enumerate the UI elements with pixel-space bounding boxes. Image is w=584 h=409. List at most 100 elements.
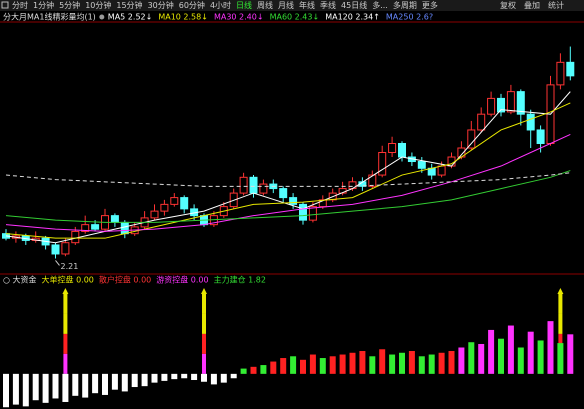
candle-body <box>71 230 80 244</box>
toolbar-button[interactable]: 叠加 <box>524 0 540 10</box>
candle-body <box>487 97 496 115</box>
toolbar-tab[interactable]: 15分钟 <box>116 0 142 10</box>
signal-segment <box>63 353 68 374</box>
toolbar-tab[interactable]: 多周期 <box>393 0 417 10</box>
indicator-bar <box>141 373 148 387</box>
indicator-bar <box>507 325 514 374</box>
indicator-bar <box>359 351 366 374</box>
indicator-bar <box>102 373 108 395</box>
indicator-bar <box>458 347 465 374</box>
indicator-bar <box>32 373 39 401</box>
candle-body <box>467 129 476 149</box>
candle-body <box>51 244 60 255</box>
chart-title: 分大月MA1线精彩量均(1) <box>3 12 96 22</box>
indicator-bar <box>418 356 425 374</box>
indicator-bar <box>498 338 504 374</box>
toolbar-icon <box>1 1 9 9</box>
indicator-label: 游资控盘 0.00 <box>156 275 208 285</box>
toolbar-button[interactable]: 复权 <box>500 0 516 10</box>
indicator-bar <box>12 373 19 405</box>
candle-body <box>61 242 70 255</box>
indicator-bar <box>478 343 485 374</box>
candle-body <box>160 203 169 212</box>
indicator-bar <box>428 354 435 374</box>
indicator-bar <box>171 373 178 380</box>
candle-body <box>91 224 100 230</box>
signal-segment <box>202 313 206 334</box>
toolbar-tab[interactable]: 更多 <box>422 0 438 10</box>
indicator-bar <box>121 373 128 392</box>
candle-body <box>110 215 119 223</box>
indicator-bar <box>468 342 475 374</box>
candle-body <box>506 91 515 113</box>
indicator-bar <box>210 373 217 385</box>
candle-body <box>289 197 298 205</box>
indicator-bar <box>438 352 445 374</box>
indicator-bar <box>557 343 564 374</box>
indicator-bar <box>72 373 79 396</box>
ma-label: MA5 2.52↓ <box>108 13 153 22</box>
toolbar-tab[interactable]: 4小时 <box>210 0 231 10</box>
candle-body <box>299 203 307 221</box>
indicator-bar <box>537 340 544 374</box>
signal-segment <box>558 294 563 314</box>
indicator-bar <box>488 329 495 374</box>
toolbar-tab[interactable]: 5分钟 <box>59 0 80 10</box>
toolbar-tab[interactable]: 年线 <box>299 0 315 10</box>
toolbar-tab[interactable]: 日线 <box>236 0 252 10</box>
candle-body <box>308 206 317 221</box>
toolbar-tab[interactable]: 10分钟 <box>85 0 111 10</box>
indicator-bar <box>300 359 306 374</box>
ma-line <box>5 170 571 223</box>
candle-body <box>259 183 268 194</box>
toolbar-tab[interactable]: 周线 <box>257 0 273 10</box>
toolbar-tab[interactable]: 60分钟 <box>179 0 205 10</box>
indicator-bar <box>62 373 69 402</box>
candle-body <box>170 197 179 205</box>
toolbar-tab[interactable]: 季线 <box>320 0 336 10</box>
indicator-bar <box>191 373 198 381</box>
toolbar-tab[interactable]: 多... <box>372 0 388 10</box>
indicator-bar <box>270 361 277 374</box>
indicator-bar <box>379 349 386 374</box>
candle-body <box>516 91 525 115</box>
ma-label: MA120 2.34↑ <box>325 13 380 22</box>
toolbar-tab[interactable]: 月线 <box>278 0 294 10</box>
indicator-bar <box>309 354 316 374</box>
indicator-bar <box>408 351 415 374</box>
toolbar-tab[interactable]: 1分钟 <box>33 0 54 10</box>
ma-label: MA250 2.6? <box>386 13 433 22</box>
candle-body <box>239 176 248 194</box>
indicator-bar <box>42 373 49 403</box>
indicator-bar <box>92 373 99 394</box>
candle-body <box>437 165 446 176</box>
signal-segment <box>202 294 206 314</box>
candle-body <box>536 129 545 144</box>
indicator-bar <box>517 347 524 374</box>
indicator-bar <box>567 334 574 374</box>
indicator-label: ○ 大资金 <box>3 275 37 285</box>
toolbar-button[interactable]: 统计 <box>548 0 564 10</box>
indicator-bar <box>260 365 267 374</box>
toolbar-tab[interactable]: 45日线 <box>341 0 367 10</box>
candle-body <box>180 197 189 210</box>
signal-segment <box>202 333 206 354</box>
candle-body <box>417 161 426 169</box>
candle-body <box>378 152 387 176</box>
ma-line <box>5 134 571 232</box>
indicator-bar <box>240 368 247 374</box>
toolbar-tab[interactable]: 30分钟 <box>148 0 174 10</box>
candle-body <box>249 176 258 194</box>
candle-body <box>477 113 486 131</box>
indicator-label: 散户控盘 0.00 <box>99 275 151 285</box>
signal-segment <box>63 333 68 354</box>
indicator-bar <box>527 331 534 374</box>
indicator-bar <box>399 352 405 374</box>
toolbar-tab[interactable]: 分时 <box>12 0 28 10</box>
indicator-bar <box>280 358 287 374</box>
low-label: 2.21 <box>61 262 79 271</box>
indicator-bar <box>230 373 237 379</box>
indicator-bar <box>250 366 257 374</box>
signal-arrow <box>201 288 207 294</box>
